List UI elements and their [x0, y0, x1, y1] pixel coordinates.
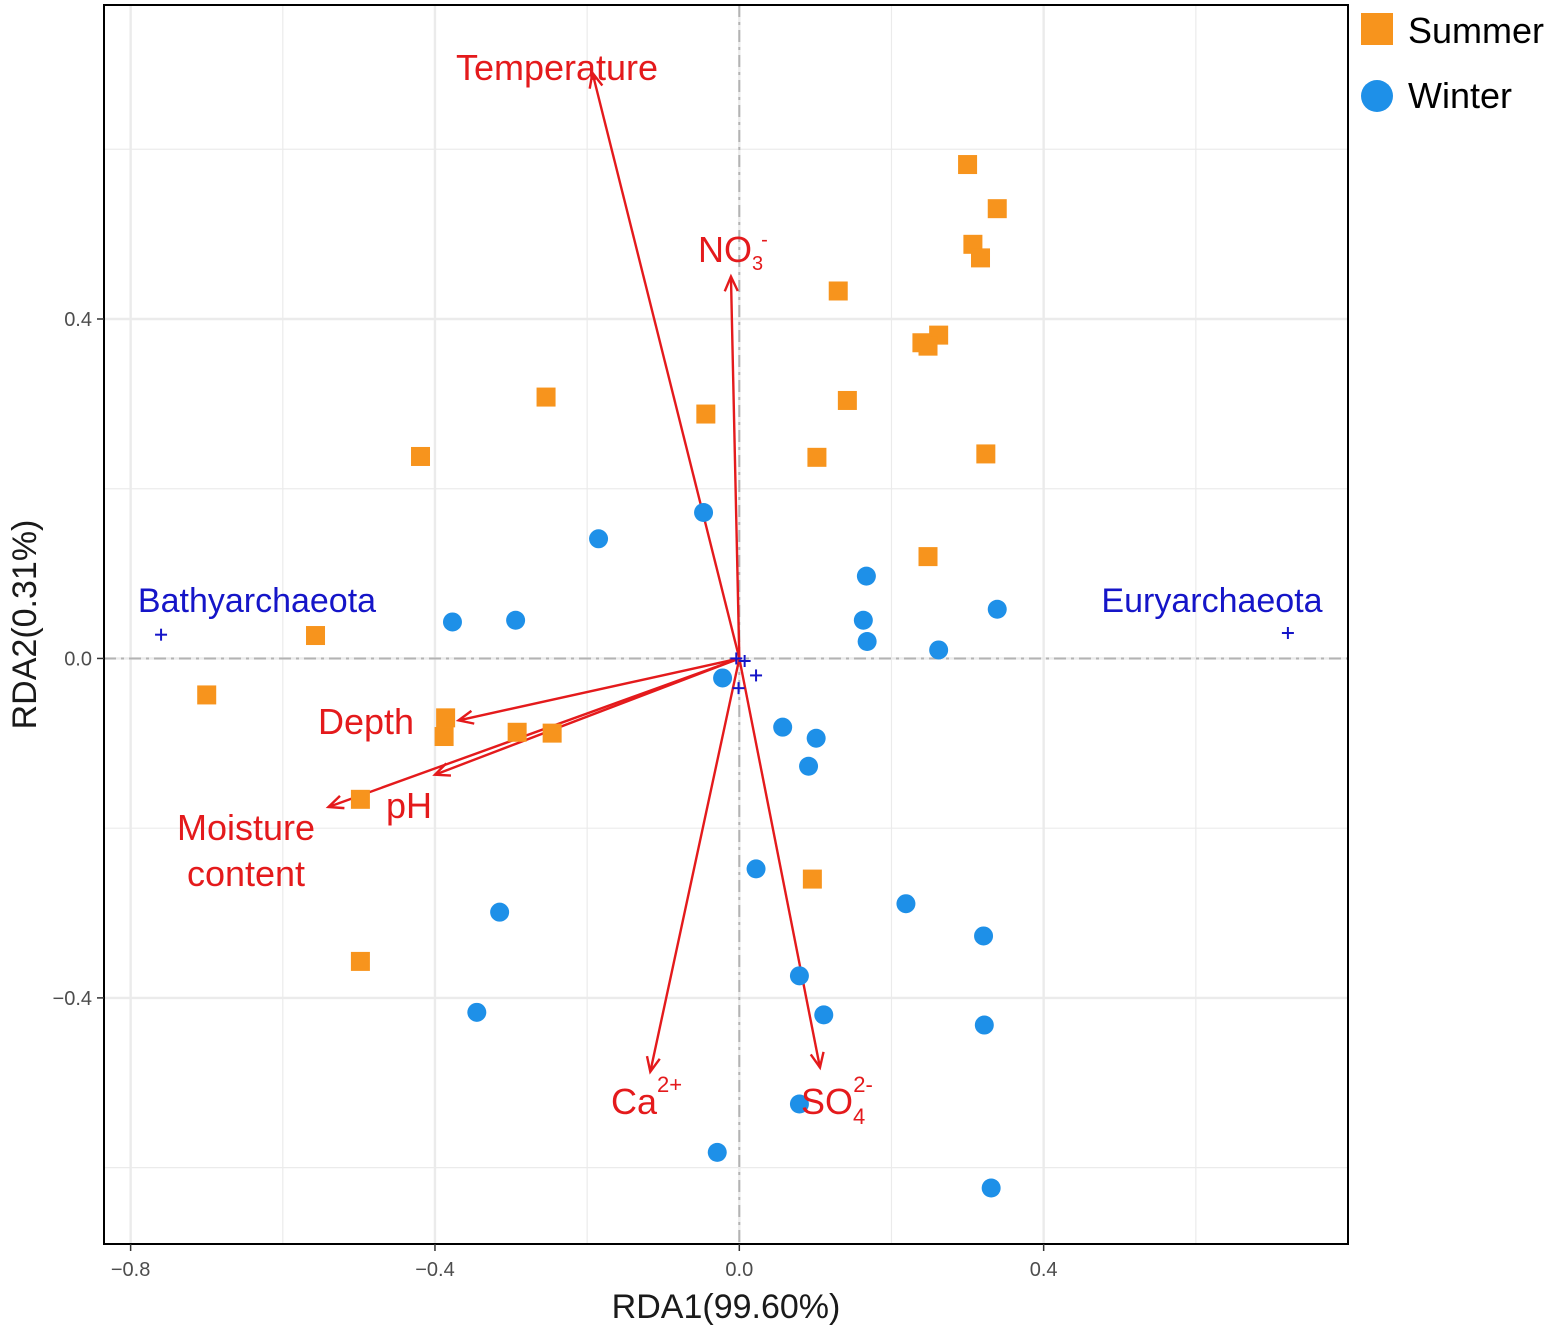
- ph-label: pH: [386, 785, 432, 826]
- y-tick-label: −0.4: [53, 988, 92, 1010]
- no3-label-subscript: 3: [752, 253, 763, 275]
- env-arrowhead: [432, 762, 452, 777]
- no3-label: NO3-: [698, 229, 768, 275]
- summer-point: [828, 281, 848, 301]
- env-arrowhead: [455, 709, 475, 725]
- y-axis-title: RDA2(0.31%): [6, 520, 44, 730]
- winter-point: [857, 631, 877, 651]
- winter-point: [467, 1002, 487, 1022]
- env-arrow-depth: [458, 657, 740, 722]
- env-arrowhead: [325, 794, 345, 810]
- env-arrow-so42-: [738, 658, 822, 1068]
- bathyarchaeota-label: Bathyarchaeota: [138, 582, 376, 620]
- summer-point: [434, 727, 454, 747]
- summer-point: [536, 387, 556, 407]
- euryarchaeota-label: Euryarchaeota: [1101, 582, 1322, 620]
- summer-point: [976, 444, 996, 464]
- taxon-markers: [155, 626, 1294, 695]
- summer-point: [197, 685, 217, 705]
- environment-arrows: [325, 70, 825, 1075]
- so4-label: SO4 2-: [801, 1072, 873, 1129]
- x-tick-label: −0.4: [415, 1259, 454, 1281]
- summer-point: [436, 708, 456, 728]
- winter-point: [853, 610, 873, 630]
- no3-label-superscript: -: [761, 229, 768, 251]
- winter-point: [694, 502, 714, 522]
- ca-label: Ca2+: [611, 1072, 682, 1122]
- winter-point: [746, 859, 766, 879]
- env-arrow-temperature: [591, 72, 741, 659]
- axis-ticks: −0.8 −0.4 0.0 0.4 −0.4 0.0 0.4: [53, 309, 1058, 1281]
- legend-summer-swatch: [1361, 13, 1393, 45]
- y-tick-label: 0.4: [64, 309, 92, 331]
- winter-point: [713, 668, 733, 688]
- summer-point: [411, 446, 431, 466]
- env-arrow-ca2-: [649, 658, 741, 1072]
- winter-point: [974, 1015, 994, 1035]
- env-arrowhead: [645, 1055, 661, 1075]
- summer-point: [971, 248, 991, 268]
- winter-point: [896, 894, 916, 914]
- summer-point: [542, 723, 562, 743]
- legend: Summer Winter: [1361, 10, 1544, 116]
- summer-point: [350, 951, 370, 971]
- winter-point: [773, 717, 793, 737]
- summer-point: [306, 626, 326, 646]
- winter-point: [987, 599, 1007, 619]
- winter-point: [929, 640, 949, 660]
- summer-point: [696, 404, 716, 424]
- summer-point: [507, 722, 527, 742]
- x-tick-label: −0.8: [111, 1259, 150, 1281]
- winter-point: [789, 1094, 809, 1114]
- winter-point: [707, 1142, 727, 1162]
- winter-point: [490, 902, 510, 922]
- env-arrow-moisture-content: [328, 657, 740, 809]
- winter-point: [974, 926, 994, 946]
- depth-label: Depth: [318, 701, 414, 742]
- zero-lines: [104, 5, 1348, 1244]
- x-tick-label: 0.0: [725, 1259, 753, 1281]
- summer-point: [987, 199, 1007, 219]
- summer-point: [958, 155, 978, 175]
- summer-point: [918, 547, 938, 567]
- winter-point: [506, 610, 526, 630]
- grid-lines: [104, 5, 1348, 1244]
- summer-point: [918, 336, 938, 356]
- winter-point: [799, 756, 819, 776]
- env-arrowhead: [588, 70, 604, 89]
- legend-winter-swatch: [1361, 80, 1393, 112]
- winter-point: [856, 566, 876, 586]
- winter-point: [806, 728, 826, 748]
- so4-label-subscript: 4: [853, 1104, 865, 1129]
- so4-label-base: SO: [801, 1081, 853, 1122]
- env-arrow-no3-: [729, 276, 741, 659]
- env-arrowhead: [723, 273, 739, 292]
- legend-summer-label: Summer: [1408, 10, 1544, 51]
- summer-point: [802, 869, 822, 889]
- legend-winter-label: Winter: [1408, 75, 1512, 116]
- moisture-label-line1: Moisture: [177, 807, 315, 848]
- winter-point: [789, 966, 809, 986]
- moisture-label-line2: content: [187, 853, 305, 894]
- winter-point: [589, 529, 609, 549]
- so4-label-superscript: 2-: [853, 1072, 873, 1097]
- winter-point: [981, 1178, 1001, 1198]
- winter-point: [442, 612, 462, 632]
- summer-point: [350, 789, 370, 809]
- sample-points: [197, 155, 1007, 1198]
- temperature-label: Temperature: [456, 47, 658, 88]
- plot-panel-border: [103, 4, 1349, 1245]
- y-tick-label: 0.0: [64, 648, 92, 670]
- x-tick-label: 0.4: [1030, 1259, 1058, 1281]
- no3-label-base: NO: [698, 229, 752, 270]
- ca-label-base: Ca: [611, 1081, 658, 1122]
- summer-point: [807, 447, 827, 467]
- ca-label-superscript: 2+: [657, 1072, 682, 1097]
- winter-point: [814, 1005, 834, 1025]
- env-arrowhead: [809, 1051, 825, 1071]
- summer-point: [837, 390, 857, 410]
- x-axis-title: RDA1(99.60%): [612, 1288, 841, 1326]
